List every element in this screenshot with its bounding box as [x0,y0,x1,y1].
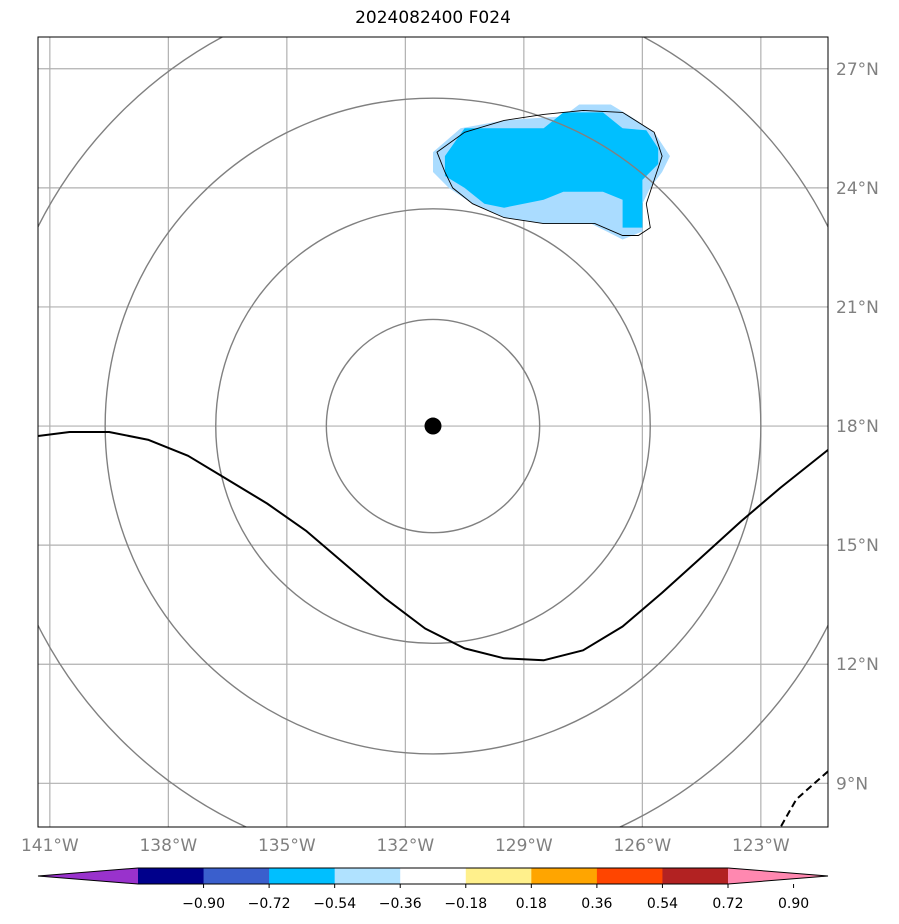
colorbar-tick-label: 0.90 [778,896,809,912]
colorbar-tick-label: 0.36 [581,896,612,912]
colorbar-segment [596,868,663,884]
longitude-labels: 141°W 138°W 135°W 132°W 129°W 126°W 123°W [21,836,790,856]
colorbar-segment [400,868,467,884]
colorbar-extend-high [728,868,828,884]
lon-label: 123°W [732,836,790,856]
lon-label: 141°W [21,836,79,856]
anomaly-fill [433,104,670,240]
lat-label: 24°N [836,179,879,199]
colorbar-segment [334,868,401,884]
colorbar-tick-label: 0.18 [516,896,547,912]
colorbar-segment [465,868,532,884]
lat-label: 18°N [836,417,879,437]
colorbar-tick-label: −0.90 [182,896,225,912]
colorbar-segment [203,868,270,884]
colorbar-segment [662,868,729,884]
colorbar-outline [37,867,829,885]
range-ring [215,208,651,644]
contour-lines [38,109,828,827]
colorbar-segment [531,868,598,884]
lat-label: 27°N [836,60,879,80]
range-ring [325,318,541,534]
colorbar-extend-low [38,868,138,884]
colorbar-tick-label: −0.36 [379,896,422,912]
storm-center-marker [424,417,442,435]
lon-label: 135°W [258,836,316,856]
lon-label: 126°W [613,836,671,856]
colorbar: −0.90 −0.72 −0.54 −0.36 −0.18 0.18 0.36 0.54 0.7… [37,867,829,912]
anomaly-outline [436,109,663,236]
colorbar-segment [138,868,205,884]
latitude-labels: 27°N 24°N 21°N 18°N 15°N 12°N 9°N [836,60,879,795]
range-ring [104,97,762,755]
lat-label: 15°N [836,536,879,556]
colorbar-tick-label: 0.54 [647,896,678,912]
lon-label: 138°W [139,836,197,856]
solid-contour [38,431,828,662]
colorbar-tick-label: −0.72 [248,896,291,912]
colorbar-tick-label: 0.72 [712,896,743,912]
colorbar-segment [269,868,336,884]
lon-label: 129°W [495,836,553,856]
dashed-contour [779,770,828,827]
lat-label: 9°N [836,774,868,794]
lat-label: 12°N [836,655,879,675]
graticule [38,37,828,827]
range-rings [38,37,828,827]
plot-frame [37,36,829,828]
colorbar-tick-label: −0.18 [444,896,487,912]
lat-label: 21°N [836,298,879,318]
anomaly-fill-strong [444,112,659,228]
lon-label: 132°W [376,836,434,856]
storm-center-dot [424,417,442,435]
plot-area [38,37,828,827]
colorbar-tick-label: −0.54 [313,896,356,912]
map-title: 2024082400 F024 [355,8,511,28]
